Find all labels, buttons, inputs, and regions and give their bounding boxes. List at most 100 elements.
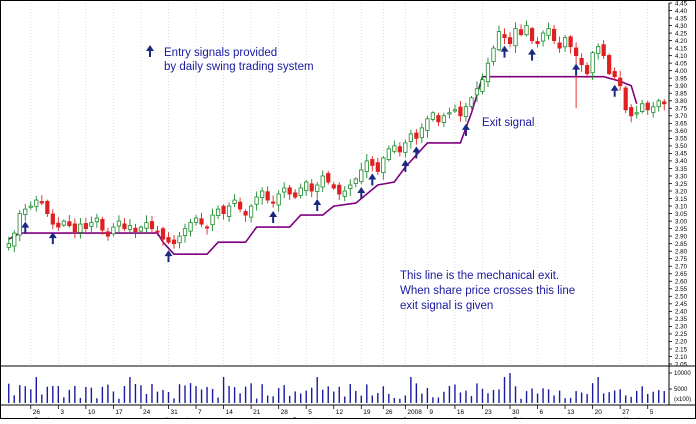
entry-arrow-icon-3 bbox=[269, 211, 278, 224]
candle-body-14 bbox=[83, 223, 88, 230]
candle-body-46 bbox=[260, 190, 265, 199]
candle-59 bbox=[331, 181, 336, 191]
candle-body-93 bbox=[518, 29, 524, 35]
volume-bar-29 bbox=[167, 391, 170, 403]
candle-body-101 bbox=[562, 37, 568, 48]
candle-body-86 bbox=[480, 79, 485, 92]
y-tick-label-13: 2.70 bbox=[675, 264, 688, 271]
candle-87 bbox=[485, 57, 491, 88]
candle-50 bbox=[282, 182, 287, 199]
candle-body-82 bbox=[458, 106, 463, 117]
y-tick-label-22: 3.15 bbox=[675, 196, 688, 203]
volume-bar-110 bbox=[613, 390, 616, 403]
candle-43 bbox=[243, 209, 248, 223]
x-tick-label-2: 10 bbox=[88, 409, 96, 416]
volume-bar-6 bbox=[41, 394, 43, 403]
volume-bar-8 bbox=[52, 385, 54, 403]
volume-bar-45 bbox=[255, 398, 258, 403]
candle-body-104 bbox=[579, 58, 584, 66]
volume-bar-22 bbox=[129, 377, 131, 403]
candle-112 bbox=[623, 85, 628, 114]
candle-93 bbox=[518, 24, 524, 37]
volume-bar-106 bbox=[591, 383, 594, 403]
candle-38 bbox=[215, 205, 221, 219]
volume-bar-50 bbox=[283, 385, 285, 403]
candle-106 bbox=[590, 51, 595, 81]
candle-94 bbox=[524, 20, 529, 37]
candle-39 bbox=[221, 204, 226, 220]
candle-body-34 bbox=[193, 217, 199, 223]
y-tick-label-47: 4.40 bbox=[675, 8, 688, 15]
candle-66 bbox=[370, 156, 375, 172]
volume-bar-24 bbox=[140, 385, 142, 403]
candle-13 bbox=[78, 217, 83, 239]
y-tick-label-34: 3.75 bbox=[675, 106, 688, 113]
candle-9 bbox=[56, 217, 61, 231]
candle-63 bbox=[353, 177, 358, 188]
volume-bar-19 bbox=[112, 391, 115, 403]
candle-body-69 bbox=[386, 148, 391, 160]
candle-105 bbox=[585, 62, 590, 79]
volume-bar-27 bbox=[156, 391, 159, 403]
mechanical-exit-annotation: This line is the mechanical exit. When s… bbox=[400, 270, 575, 312]
y-tick-label-32: 3.65 bbox=[675, 121, 688, 128]
volume-bar-118 bbox=[658, 390, 660, 403]
volume-bar-11 bbox=[68, 389, 71, 403]
candle-body-12 bbox=[72, 223, 77, 233]
volume-bar-103 bbox=[575, 391, 577, 403]
candle-body-27 bbox=[155, 230, 160, 233]
volume-bar-67 bbox=[377, 393, 379, 403]
candle-88 bbox=[491, 45, 496, 66]
volume-bar-52 bbox=[294, 391, 296, 403]
candle-body-70 bbox=[392, 145, 397, 152]
y-tick-label-11: 2.60 bbox=[675, 279, 688, 286]
candle-116 bbox=[645, 100, 650, 115]
volume-bar-112 bbox=[624, 395, 627, 403]
candle-body-94 bbox=[524, 25, 529, 36]
y-tick-label-28: 3.45 bbox=[675, 151, 688, 158]
candle-body-98 bbox=[546, 28, 551, 36]
candle-body-78 bbox=[436, 115, 441, 123]
candle-55 bbox=[309, 179, 314, 198]
x-tick-label-1: 3 bbox=[60, 409, 64, 416]
volume-bar-35 bbox=[200, 389, 203, 403]
candle-19 bbox=[111, 223, 116, 237]
candle-10 bbox=[61, 219, 66, 227]
candle-body-88 bbox=[491, 47, 496, 63]
entry-legend-line2: by daily swing trading system bbox=[164, 61, 314, 73]
x-tick-label-7: 14 bbox=[226, 409, 234, 416]
candle-body-40 bbox=[226, 205, 232, 217]
candle-body-65 bbox=[364, 160, 369, 172]
volume-bar-55 bbox=[311, 387, 313, 403]
volume-bar-91 bbox=[509, 373, 511, 403]
candle-32 bbox=[182, 223, 188, 243]
candle-body-6 bbox=[39, 201, 44, 204]
candle-body-21 bbox=[122, 223, 127, 230]
candle-27 bbox=[155, 226, 160, 236]
mech-line1: This line is the mechanical exit. bbox=[400, 270, 559, 282]
candle-0 bbox=[6, 236, 11, 251]
x-tick-label-17: 23 bbox=[484, 409, 492, 416]
candle-82 bbox=[458, 100, 463, 122]
entry-arrow-icon-1 bbox=[48, 232, 57, 245]
candle-body-51 bbox=[287, 187, 292, 195]
volume-bar-68 bbox=[382, 386, 385, 403]
candle-body-115 bbox=[640, 103, 645, 112]
volume-bar-41 bbox=[233, 387, 236, 403]
y-tick-label-23: 3.20 bbox=[675, 188, 688, 195]
volume-bar-16 bbox=[96, 398, 98, 403]
candle-body-10 bbox=[61, 220, 66, 226]
candle-98 bbox=[546, 22, 551, 40]
volume-bar-20 bbox=[118, 398, 120, 403]
candle-body-44 bbox=[249, 205, 254, 218]
candle-51 bbox=[287, 185, 292, 200]
candle-44 bbox=[249, 204, 254, 223]
volume-bar-111 bbox=[619, 389, 621, 403]
vol-tick-label-2: (x100) bbox=[674, 397, 691, 403]
candle-body-23 bbox=[133, 227, 138, 233]
volume-bar-74 bbox=[415, 383, 418, 403]
candle-47 bbox=[265, 186, 270, 204]
candle-81 bbox=[452, 104, 458, 113]
candle-body-102 bbox=[568, 36, 573, 48]
